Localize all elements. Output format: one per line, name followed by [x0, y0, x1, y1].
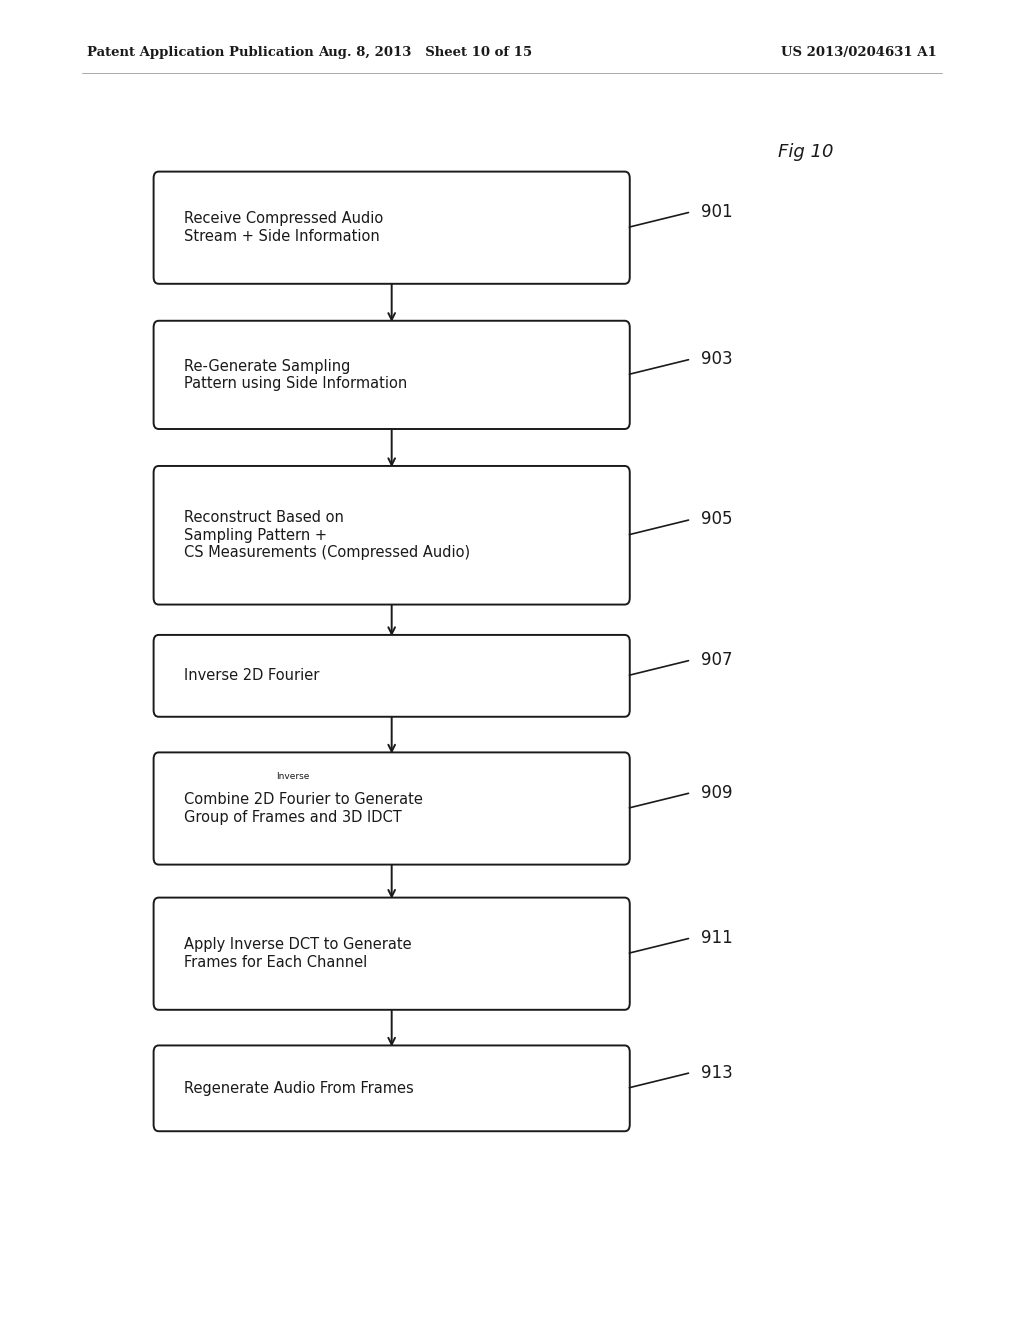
Text: US 2013/0204631 A1: US 2013/0204631 A1	[781, 46, 937, 59]
Text: Regenerate Audio From Frames: Regenerate Audio From Frames	[184, 1081, 414, 1096]
Text: Fig 10: Fig 10	[778, 143, 834, 161]
FancyBboxPatch shape	[154, 898, 630, 1010]
Text: Re-Generate Sampling
Pattern using Side Information: Re-Generate Sampling Pattern using Side …	[184, 359, 408, 391]
Text: Apply Inverse DCT to Generate
Frames for Each Channel: Apply Inverse DCT to Generate Frames for…	[184, 937, 412, 970]
Text: 903: 903	[701, 350, 733, 368]
Text: Receive Compressed Audio
Stream + Side Information: Receive Compressed Audio Stream + Side I…	[184, 211, 384, 244]
Text: Patent Application Publication: Patent Application Publication	[87, 46, 313, 59]
FancyBboxPatch shape	[154, 1045, 630, 1131]
Text: 911: 911	[701, 929, 733, 946]
FancyBboxPatch shape	[154, 321, 630, 429]
Text: Aug. 8, 2013   Sheet 10 of 15: Aug. 8, 2013 Sheet 10 of 15	[317, 46, 532, 59]
Text: Combine 2D Fourier to Generate
Group of Frames and 3D IDCT: Combine 2D Fourier to Generate Group of …	[184, 792, 423, 825]
FancyBboxPatch shape	[154, 172, 630, 284]
Text: 901: 901	[701, 203, 733, 220]
Text: Inverse 2D Fourier: Inverse 2D Fourier	[184, 668, 319, 684]
FancyBboxPatch shape	[154, 466, 630, 605]
Text: 907: 907	[701, 651, 733, 669]
Text: Inverse: Inverse	[276, 772, 310, 781]
FancyBboxPatch shape	[154, 752, 630, 865]
Text: 913: 913	[701, 1064, 733, 1081]
Text: Reconstruct Based on
Sampling Pattern +
CS Measurements (Compressed Audio): Reconstruct Based on Sampling Pattern + …	[184, 511, 470, 560]
Text: 909: 909	[701, 784, 733, 801]
FancyBboxPatch shape	[154, 635, 630, 717]
Text: 905: 905	[701, 511, 733, 528]
